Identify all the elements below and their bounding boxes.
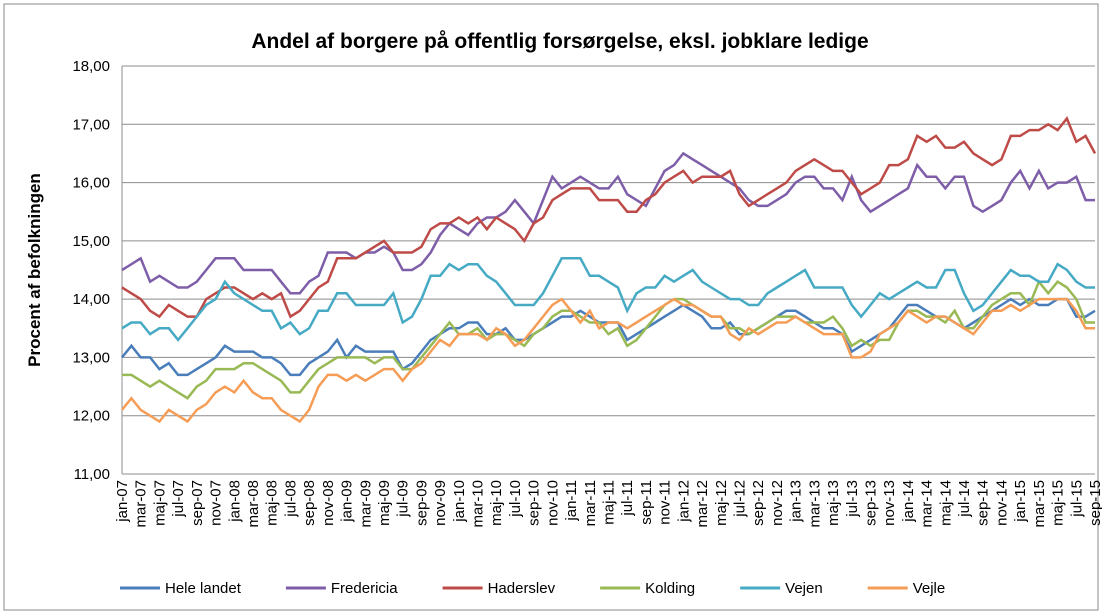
x-tick-label: jan-15 bbox=[1012, 480, 1029, 523]
x-tick-label: nov-09 bbox=[432, 480, 449, 526]
y-tick-label: 12,00 bbox=[72, 408, 110, 425]
series-line bbox=[122, 279, 1095, 400]
x-tick-label: mar-09 bbox=[357, 480, 374, 528]
x-tick-label: jul-08 bbox=[282, 480, 299, 518]
y-tick-label: 16,00 bbox=[72, 175, 110, 192]
x-tick-label: jul-07 bbox=[170, 480, 187, 518]
x-tick-label: jul-11 bbox=[619, 480, 636, 517]
x-tick-label: jan-09 bbox=[339, 480, 356, 523]
x-tick-label: jul-14 bbox=[956, 480, 973, 518]
x-tick-label: nov-13 bbox=[881, 480, 898, 526]
x-tick-label: jan-14 bbox=[900, 480, 917, 523]
x-tick-label: jan-07 bbox=[114, 480, 131, 523]
x-tick-label: nov-07 bbox=[208, 480, 225, 526]
x-tick-label: maj-07 bbox=[151, 480, 168, 526]
x-tick-label: maj-09 bbox=[376, 480, 393, 526]
legend-label: Haderslev bbox=[488, 580, 556, 597]
series-line bbox=[121, 257, 1095, 342]
legend-label: Hele landet bbox=[165, 580, 242, 597]
y-tick-label: 11,00 bbox=[74, 466, 110, 483]
y-tick-label: 15,00 bbox=[72, 233, 110, 250]
x-tick-label: nov-12 bbox=[769, 480, 786, 526]
x-tick-label: maj-13 bbox=[825, 480, 842, 526]
x-tick-label: sep-14 bbox=[975, 480, 992, 526]
legend-label: Fredericia bbox=[331, 580, 398, 597]
x-tick-label: mar-07 bbox=[133, 480, 150, 528]
x-tick-label: jul-09 bbox=[395, 480, 412, 518]
x-tick-label: mar-10 bbox=[470, 480, 487, 528]
x-tick-label: jul-10 bbox=[507, 480, 524, 518]
x-tick-label: mar-13 bbox=[806, 480, 823, 528]
x-tick-label: nov-14 bbox=[993, 480, 1010, 526]
x-tick-label: jan-12 bbox=[675, 480, 692, 523]
y-tick-label: 17,00 bbox=[72, 116, 110, 133]
x-tick-label: jul-12 bbox=[731, 480, 748, 518]
x-tick-label: jul-15 bbox=[1068, 480, 1085, 518]
x-tick-label: mar-15 bbox=[1031, 480, 1048, 528]
x-tick-label: sep-08 bbox=[301, 480, 318, 526]
x-tick-label: jan-10 bbox=[451, 480, 468, 523]
x-tick-label: jan-13 bbox=[788, 480, 805, 523]
x-tick-label: mar-12 bbox=[694, 480, 711, 528]
x-tick-label: maj-15 bbox=[1050, 480, 1067, 526]
x-tick-label: sep-12 bbox=[750, 480, 767, 526]
y-tick-label: 14,00 bbox=[72, 291, 110, 308]
x-tick-label: jan-11 bbox=[563, 480, 580, 522]
x-tick-label: maj-08 bbox=[264, 480, 281, 526]
x-tick-label: maj-11 bbox=[601, 480, 618, 525]
chart-title: Andel af borgere på offentlig forsørgels… bbox=[251, 30, 868, 53]
series-line bbox=[121, 297, 1095, 424]
x-tick-label: nov-11 bbox=[657, 480, 674, 525]
x-tick-label: maj-14 bbox=[937, 480, 954, 526]
x-tick-label: sep-10 bbox=[526, 480, 543, 526]
x-tick-label: mar-08 bbox=[245, 480, 262, 528]
y-axis-title: Procent af befolkningen bbox=[25, 173, 44, 367]
x-tick-label: maj-12 bbox=[713, 480, 730, 526]
y-tick-label: 13,00 bbox=[72, 349, 110, 366]
x-tick-label: mar-11 bbox=[582, 480, 599, 526]
x-tick-label: sep-11 bbox=[638, 480, 655, 525]
x-tick-label: sep-07 bbox=[189, 480, 206, 526]
legend-label: Kolding bbox=[645, 580, 695, 597]
series-line bbox=[121, 151, 1095, 295]
x-tick-label: nov-10 bbox=[544, 480, 561, 526]
x-tick-label: sep-15 bbox=[1087, 480, 1102, 526]
x-tick-label: jan-08 bbox=[226, 480, 243, 523]
x-tick-label: sep-09 bbox=[413, 480, 430, 526]
x-tick-label: maj-10 bbox=[488, 480, 505, 526]
series-line bbox=[121, 116, 1097, 319]
x-tick-label: jul-13 bbox=[844, 480, 861, 518]
x-tick-label: mar-14 bbox=[919, 480, 936, 528]
legend-label: Vejle bbox=[913, 580, 946, 597]
x-tick-label: sep-13 bbox=[862, 480, 879, 526]
y-tick-label: 18,00 bbox=[72, 58, 110, 75]
legend-label: Vejen bbox=[785, 580, 823, 597]
x-tick-label: nov-08 bbox=[320, 480, 337, 526]
